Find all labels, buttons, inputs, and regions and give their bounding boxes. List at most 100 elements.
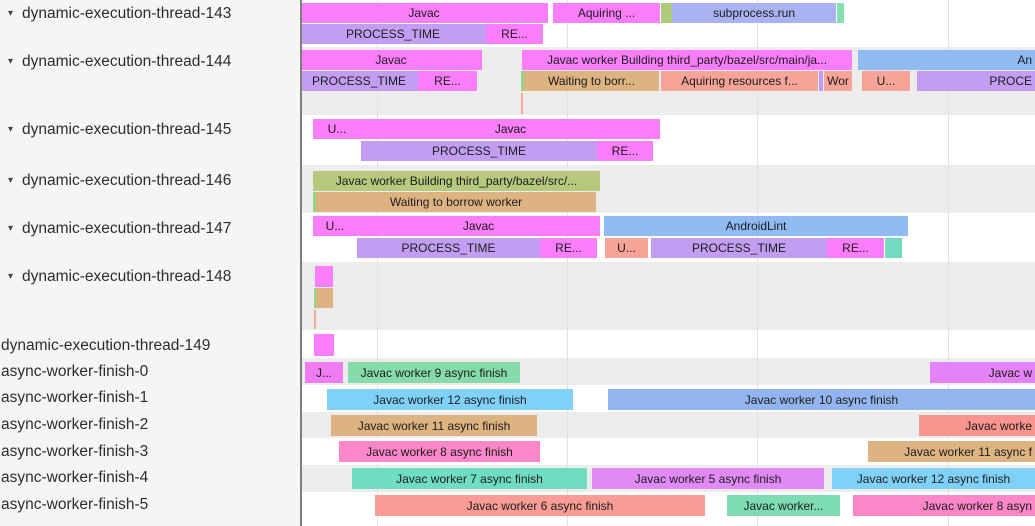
trace-event-bar[interactable]: subprocess.run — [672, 3, 836, 23]
trace-event-label: subprocess.run — [712, 6, 796, 20]
row-band — [302, 330, 1035, 358]
trace-event-bar[interactable] — [313, 192, 316, 212]
trace-event-bar[interactable]: PROCESS_TIME — [361, 141, 597, 161]
trace-event-bar[interactable]: PROCESS_TIME — [300, 71, 418, 91]
trace-event-bar[interactable] — [885, 238, 902, 258]
row-label: dynamic-execution-thread-145 — [22, 121, 232, 138]
trace-event-bar[interactable]: Javac worker 5 async finish — [592, 468, 824, 489]
row-label: dynamic-execution-thread-143 — [22, 5, 232, 22]
trace-event-bar[interactable]: PROCESS_TIME — [357, 238, 540, 258]
trace-event-label: PROCESS_TIME — [401, 241, 496, 255]
trace-event-bar[interactable]: U... — [862, 71, 910, 91]
trace-event-label: U... — [876, 74, 896, 88]
trace-event-bar[interactable]: Javac worker 11 async finish — [331, 415, 537, 436]
row-header[interactable]: ▾ dynamic-execution-thread-144 — [0, 52, 231, 72]
trace-event-bar[interactable]: Javac — [300, 3, 548, 23]
trace-event-bar[interactable]: U... — [313, 216, 357, 236]
trace-event-bar[interactable]: Javac worker 7 async finish — [352, 468, 587, 489]
trace-event-bar[interactable] — [314, 310, 316, 329]
trace-event-bar[interactable]: RE... — [418, 71, 477, 91]
trace-event-bar[interactable] — [661, 3, 672, 23]
row-label: dynamic-execution-thread-146 — [22, 172, 232, 189]
trace-event-bar[interactable]: J... — [305, 362, 343, 383]
trace-event-bar[interactable]: Javac worker 6 async finish — [375, 495, 705, 516]
trace-event-bar[interactable] — [314, 288, 316, 308]
trace-event-bar[interactable] — [316, 288, 333, 308]
row-header[interactable]: ▾ dynamic-execution-thread-143 — [0, 4, 231, 24]
trace-event-label: PROCESS_TIME — [431, 144, 527, 158]
trace-event-label: PROCESS_TIME — [691, 241, 787, 255]
trace-event-bar[interactable] — [819, 71, 823, 91]
row-header: async-worker-finish-3 — [0, 442, 148, 462]
trace-event-bar[interactable] — [521, 71, 524, 91]
trace-event-bar[interactable]: PROCESS_TIME — [300, 24, 486, 44]
collapse-arrow-icon[interactable]: ▾ — [8, 223, 14, 234]
row-header[interactable]: ▾ dynamic-execution-thread-146 — [0, 171, 231, 191]
trace-event-bar[interactable]: Javac worker 8 asyn — [853, 495, 1035, 516]
trace-event-bar[interactable]: Javac worker 8 async finish — [339, 441, 540, 462]
trace-event-bar[interactable]: Javac — [361, 119, 660, 139]
trace-event-bar[interactable]: Javac worker 10 async finish — [608, 389, 1035, 410]
row-header: async-worker-finish-4 — [0, 468, 148, 488]
trace-event-bar[interactable]: Javac worker Building third_party/bazel/… — [313, 171, 600, 191]
trace-event-bar[interactable]: Javac worker... — [727, 495, 840, 516]
row-header[interactable]: ▾ dynamic-execution-thread-147 — [0, 219, 231, 239]
trace-event-bar[interactable]: AndroidLint — [604, 216, 908, 236]
trace-event-bar[interactable]: RE... — [486, 24, 543, 44]
trace-event-bar[interactable]: Javac worker 12 async finish — [832, 468, 1035, 489]
collapse-arrow-icon[interactable]: ▾ — [8, 175, 14, 186]
trace-event-bar[interactable]: Javac — [357, 216, 600, 236]
row-header: dynamic-execution-thread-149 — [0, 336, 210, 356]
trace-event-bar[interactable]: Javac w — [930, 362, 1035, 383]
trace-event-label: J... — [315, 365, 332, 380]
trace-event-label: Javac w — [988, 365, 1032, 380]
collapse-arrow-icon[interactable]: ▾ — [8, 8, 14, 19]
row-header[interactable]: ▾ dynamic-execution-thread-148 — [0, 267, 231, 287]
trace-event-label: PROCESS_TIME — [345, 27, 441, 41]
trace-event-label: PROCESS_TIME — [311, 74, 407, 88]
trace-event-bar[interactable] — [837, 3, 844, 23]
trace-event-label: Javac — [462, 219, 495, 233]
collapse-arrow-icon[interactable]: ▾ — [8, 271, 14, 282]
trace-event-bar[interactable]: Javac worke — [919, 415, 1035, 436]
trace-event-bar[interactable]: PROCESS_TIME — [651, 238, 827, 258]
collapse-arrow-icon[interactable]: ▾ — [8, 56, 14, 67]
row-label: dynamic-execution-thread-149 — [1, 337, 211, 354]
trace-event-bar[interactable]: Aquiring ... — [553, 3, 660, 23]
trace-event-label: Javac worker Building third_party/bazel/… — [335, 174, 578, 188]
trace-event-bar[interactable]: Aquiring resources f... — [661, 71, 818, 91]
collapse-arrow-icon[interactable]: ▾ — [8, 124, 14, 135]
row-label: async-worker-finish-0 — [1, 363, 149, 380]
trace-event-bar[interactable]: Javac worker 12 async finish — [327, 389, 573, 410]
row-header[interactable]: ▾ dynamic-execution-thread-145 — [0, 120, 231, 140]
trace-event-bar[interactable]: An — [858, 50, 1035, 70]
trace-event-label: Javac worker Building third_party/bazel/… — [546, 53, 828, 67]
row-label: async-worker-finish-5 — [1, 496, 149, 513]
row-label: async-worker-finish-4 — [1, 469, 149, 486]
trace-event-bar[interactable] — [314, 334, 334, 356]
trace-event-bar[interactable]: Waiting to borrow worker — [316, 192, 596, 212]
trace-event-bar[interactable]: Wor — [824, 71, 852, 91]
trace-event-bar[interactable]: PROCE — [917, 71, 1035, 91]
trace-event-bar[interactable]: U... — [605, 238, 648, 258]
grid-line — [567, 0, 568, 526]
trace-event-bar[interactable]: Javac — [300, 50, 482, 70]
trace-event-bar[interactable]: RE... — [827, 238, 884, 258]
trace-event-bar[interactable]: U... — [313, 119, 361, 139]
trace-event-label: PROCE — [989, 74, 1032, 88]
trace-event-bar[interactable]: Javac worker 9 async finish — [348, 362, 520, 383]
trace-event-bar[interactable] — [521, 93, 523, 114]
trace-event-bar[interactable]: Javac worker Building third_party/bazel/… — [522, 50, 852, 70]
trace-event-label: Javac worker 8 async finish — [366, 444, 513, 459]
trace-event-bar[interactable] — [315, 266, 333, 287]
trace-event-bar[interactable]: RE... — [540, 238, 597, 258]
trace-event-bar[interactable]: Javac worker 11 async f — [868, 441, 1035, 462]
grid-line — [377, 0, 378, 526]
trace-event-bar[interactable]: RE... — [597, 141, 653, 161]
trace-event-bar[interactable]: Waiting to borr... — [524, 71, 659, 91]
grid-line — [948, 0, 949, 526]
trace-event-label: Waiting to borr... — [548, 74, 635, 88]
sidebar: ▾ dynamic-execution-thread-143 ▾ dynamic-ex… — [0, 0, 302, 526]
trace-event-label: Wor — [827, 74, 849, 88]
